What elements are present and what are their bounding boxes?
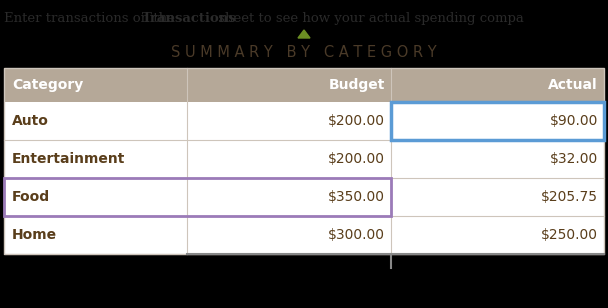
Bar [391, 178, 604, 216]
Polygon shape [298, 30, 310, 38]
Bar [4, 178, 187, 216]
Text: $200.00: $200.00 [328, 114, 385, 128]
Text: Category: Category [12, 78, 83, 92]
Text: Entertainment: Entertainment [12, 152, 125, 166]
Bar [391, 102, 604, 140]
Bar [187, 178, 391, 216]
Bar [187, 140, 391, 178]
Text: Actual: Actual [548, 78, 598, 92]
Text: Enter transactions on the: Enter transactions on the [4, 12, 179, 25]
Text: $32.00: $32.00 [550, 152, 598, 166]
Text: Food: Food [12, 190, 50, 204]
Bar [4, 68, 187, 102]
Text: $300.00: $300.00 [328, 228, 385, 242]
Bar [4, 102, 187, 140]
Bar [4, 216, 187, 254]
Text: sheet to see how your actual spending compa: sheet to see how your actual spending co… [214, 12, 523, 25]
Text: $350.00: $350.00 [328, 190, 385, 204]
Text: $90.00: $90.00 [550, 114, 598, 128]
Text: $200.00: $200.00 [328, 152, 385, 166]
Text: Transactions: Transactions [142, 12, 237, 25]
Bar [391, 102, 604, 140]
Text: Auto: Auto [12, 114, 49, 128]
Text: $250.00: $250.00 [541, 228, 598, 242]
Text: $205.75: $205.75 [541, 190, 598, 204]
Text: S U M M A R Y   B Y   C A T E G O R Y: S U M M A R Y B Y C A T E G O R Y [171, 45, 437, 60]
Bar [391, 140, 604, 178]
Text: Budget: Budget [329, 78, 385, 92]
Bar [187, 68, 391, 102]
Bar [187, 216, 391, 254]
Bar [391, 216, 604, 254]
Bar [4, 178, 391, 216]
Bar [4, 140, 187, 178]
Bar [4, 68, 604, 254]
Bar [187, 102, 391, 140]
Text: Home: Home [12, 228, 57, 242]
Bar [391, 68, 604, 102]
